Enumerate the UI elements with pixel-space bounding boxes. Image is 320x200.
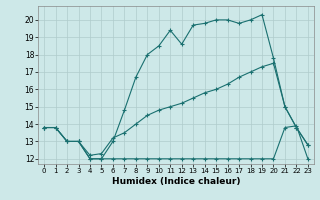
X-axis label: Humidex (Indice chaleur): Humidex (Indice chaleur) bbox=[112, 177, 240, 186]
